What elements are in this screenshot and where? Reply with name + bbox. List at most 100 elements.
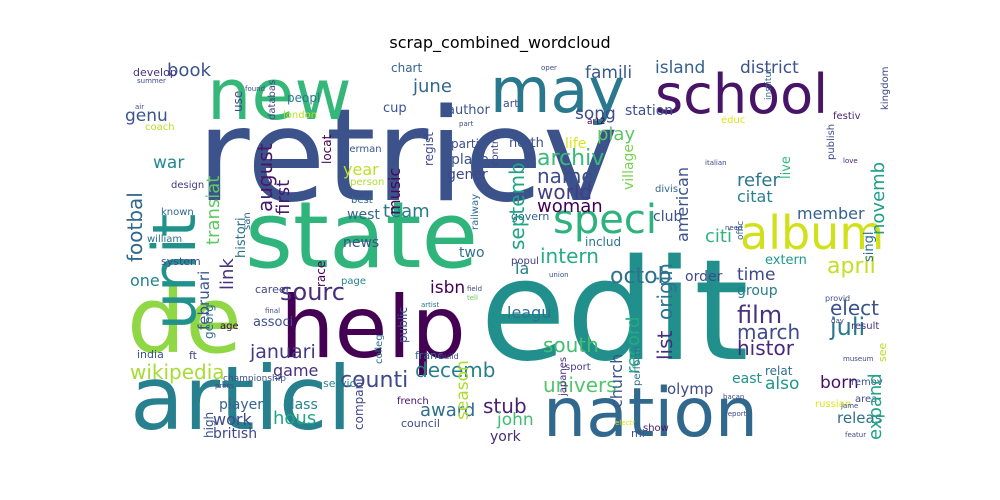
word-octob: octob <box>610 264 672 289</box>
word-use: develop <box>133 66 177 79</box>
word-championship: press <box>215 382 234 390</box>
word-west: west <box>347 207 380 223</box>
word-releas: class <box>283 397 318 413</box>
word-author: art <box>503 97 519 110</box>
word-race: career <box>255 283 291 296</box>
word-relat: relat <box>765 364 793 378</box>
word-group: group <box>737 283 778 299</box>
word-decemb: decemb <box>415 358 496 382</box>
word-common: championship <box>223 374 286 384</box>
word-south: south <box>543 333 599 357</box>
word-intern: intern <box>540 244 599 268</box>
word-speci: speci <box>553 197 657 243</box>
word-popul: popul <box>511 256 539 267</box>
word-coach: london <box>283 110 318 121</box>
word-woman: woman <box>537 196 603 217</box>
word-expand: expand <box>865 373 886 440</box>
word-news: news <box>343 235 380 251</box>
word-list: list <box>653 330 677 360</box>
word-show: show <box>643 423 669 434</box>
word-parti: parti <box>451 137 479 151</box>
word-festiv: festiv <box>833 111 861 122</box>
word-station: chart <box>391 61 423 75</box>
word-servic: high <box>202 411 216 438</box>
word-design: san <box>242 212 253 230</box>
word-east: releas <box>837 409 883 427</box>
word-season: season <box>453 360 473 420</box>
word-chart: author <box>447 103 490 118</box>
word-american: american <box>673 167 692 242</box>
word-counti: counti <box>340 368 409 393</box>
word-class: player <box>219 397 264 413</box>
word-page: page <box>341 276 366 287</box>
word-offic: institut <box>764 68 774 100</box>
word-war: war <box>153 153 185 173</box>
word-genu: genu <box>125 106 168 126</box>
word-see: see <box>876 342 889 362</box>
word-member: member <box>797 204 865 223</box>
word-franc: servic <box>323 377 356 390</box>
word-articl: articl <box>130 347 352 445</box>
word-june: june <box>413 76 452 97</box>
word-book: book <box>167 60 211 81</box>
word-area: area <box>855 394 878 405</box>
word-william: known <box>161 207 194 218</box>
word-oper: build <box>439 352 459 361</box>
word-london: system <box>161 255 201 268</box>
word-univers: univers <box>543 373 617 397</box>
word-british: singl <box>862 231 877 263</box>
word-extern: extern <box>765 253 807 268</box>
word-regist: regist <box>422 132 436 166</box>
word-famili: famili <box>585 63 633 83</box>
word-elect: elect <box>830 296 880 320</box>
word-love: divis <box>655 184 679 195</box>
word-singl: live <box>779 156 794 179</box>
word-park: art2 <box>587 117 606 127</box>
word-team: team <box>383 201 430 222</box>
word-york-label: east <box>732 371 762 387</box>
word-san: german <box>343 144 382 155</box>
word-village: village <box>621 143 637 190</box>
word-act: need <box>725 224 743 232</box>
word-databas: databas <box>267 79 278 120</box>
word-field: tell <box>467 294 478 302</box>
word-de: de <box>127 267 242 374</box>
word-italian: part <box>459 120 474 128</box>
word-georg: age <box>220 321 239 332</box>
word-russian: russian <box>815 399 852 410</box>
word-peopl: cup <box>383 101 407 116</box>
word-institut: italian <box>705 159 727 167</box>
word-la: la <box>515 259 530 278</box>
word-state: state <box>245 182 479 289</box>
word-govern: govern <box>511 210 550 223</box>
word-district: district <box>740 60 799 78</box>
word-one: one <box>130 271 160 290</box>
word-north: life <box>565 136 587 152</box>
word-church: york <box>490 429 521 445</box>
word-place: gener <box>447 167 488 183</box>
word-jame: report <box>725 410 747 418</box>
word-player: british <box>213 426 258 442</box>
word-archiv: archiv <box>537 146 605 171</box>
word-council: council <box>401 417 440 430</box>
word-leagu: church <box>607 353 626 408</box>
word-final: field <box>467 285 483 293</box>
word-associ: india <box>137 348 164 361</box>
word-town: leagu <box>507 303 552 322</box>
word-age: associ <box>253 315 294 330</box>
word-olymp: olymp <box>667 380 714 398</box>
word-high: compani <box>352 378 366 430</box>
word-summer: electr <box>615 419 636 427</box>
word-locat: locat <box>320 134 334 164</box>
word-gener: north <box>509 136 544 151</box>
word-bacan: museum <box>843 355 874 363</box>
word-featur: day <box>831 317 844 325</box>
word-union: artist <box>421 301 440 309</box>
word-remov: remov <box>851 377 883 388</box>
word-histor: histor <box>737 336 794 360</box>
word-live: place <box>451 152 489 168</box>
word-career: georg <box>202 304 216 339</box>
word-club: club <box>653 209 683 225</box>
word-edit: edit <box>480 230 749 393</box>
word-music: music <box>385 167 404 215</box>
